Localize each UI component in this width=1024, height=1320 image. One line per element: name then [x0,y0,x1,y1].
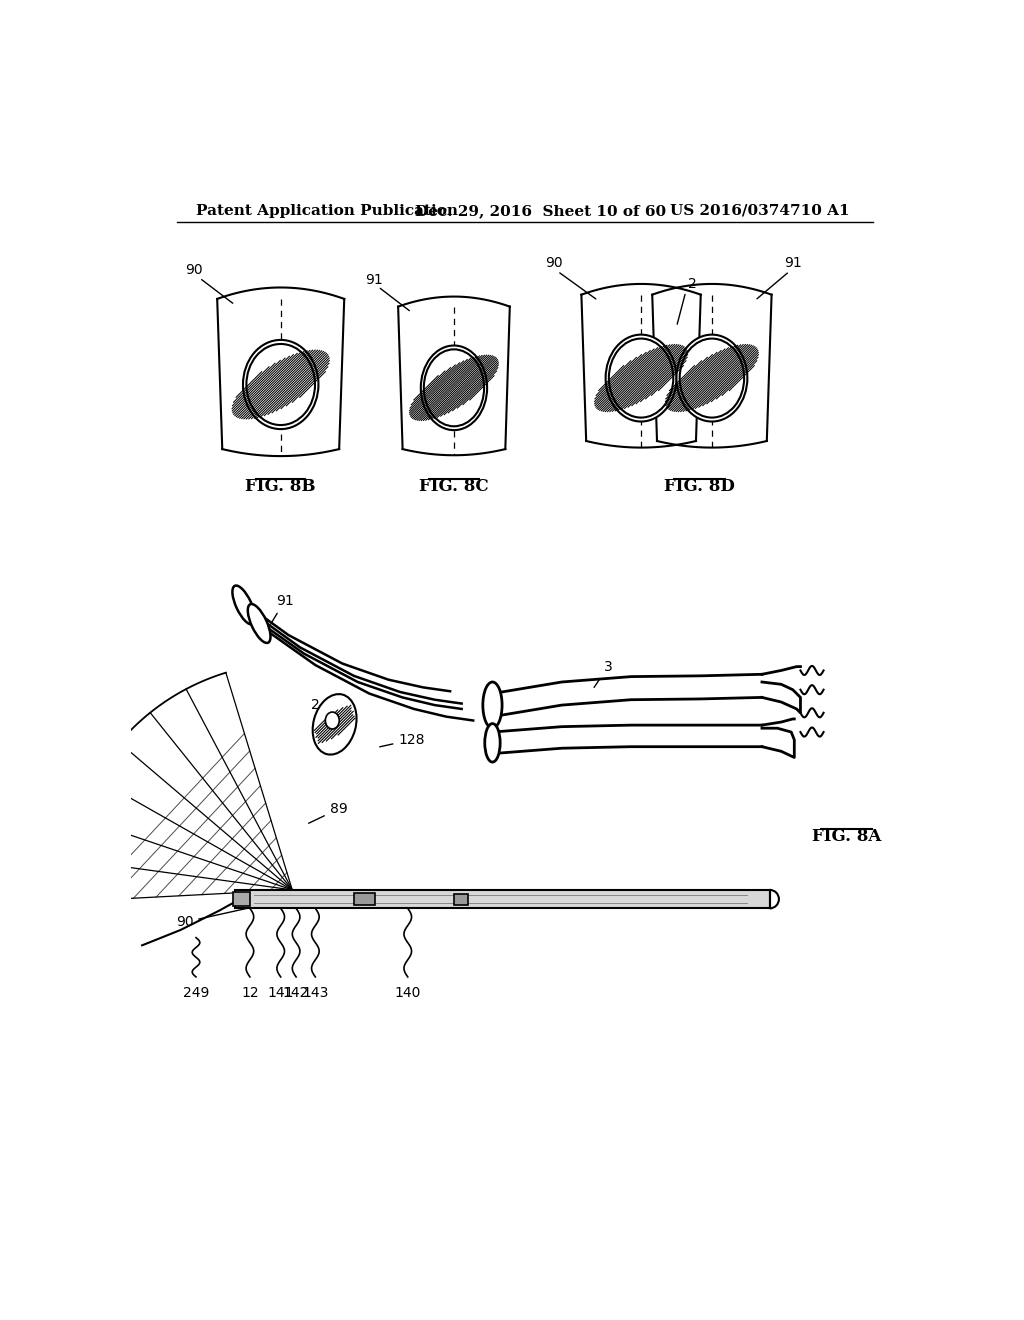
Bar [454,894,468,904]
Text: 141: 141 [267,986,294,1001]
Text: 140: 140 [394,986,421,1001]
Text: 12: 12 [241,986,259,1001]
Text: 3: 3 [594,660,612,688]
Ellipse shape [605,335,677,421]
Text: 90: 90 [176,907,251,929]
Text: FIG. 8C: FIG. 8C [419,478,488,495]
Ellipse shape [421,346,487,430]
Ellipse shape [312,694,356,755]
Text: 142: 142 [283,986,309,1001]
Bar [233,892,250,906]
Text: 2: 2 [687,277,696,292]
Text: US 2016/0374710 A1: US 2016/0374710 A1 [670,203,849,218]
Text: 90: 90 [545,256,563,269]
Ellipse shape [483,682,502,729]
Text: Dec. 29, 2016  Sheet 10 of 60: Dec. 29, 2016 Sheet 10 of 60 [416,203,667,218]
Text: 128: 128 [380,733,425,747]
Text: 91: 91 [784,256,802,269]
Bar [234,890,770,908]
Text: FIG. 8B: FIG. 8B [246,478,316,495]
Text: 249: 249 [183,986,209,1001]
Text: Patent Application Publication: Patent Application Publication [196,203,458,218]
Bar [354,892,376,906]
Ellipse shape [326,711,339,729]
Ellipse shape [677,335,748,421]
Text: 90: 90 [185,264,203,277]
Ellipse shape [484,723,500,762]
Ellipse shape [232,586,255,624]
Ellipse shape [248,605,270,643]
Text: 91: 91 [365,272,382,286]
Text: 2: 2 [311,698,319,733]
Text: 89: 89 [308,803,347,824]
Text: 143: 143 [302,986,329,1001]
Text: FIG. 8A: FIG. 8A [812,829,882,845]
Text: FIG. 8D: FIG. 8D [665,478,735,495]
Ellipse shape [243,341,318,429]
Text: 91: 91 [270,594,294,624]
